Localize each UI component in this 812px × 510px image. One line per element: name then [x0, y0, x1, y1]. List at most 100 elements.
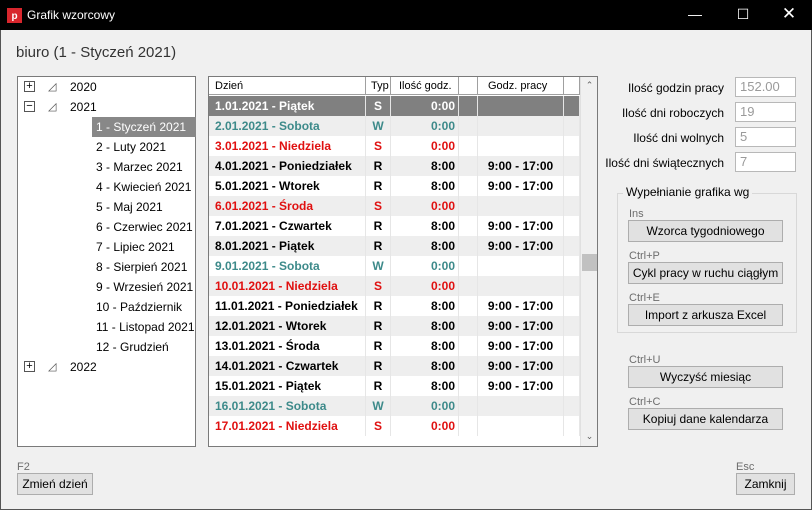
grid-cell-type: W [366, 256, 391, 276]
column-header-day[interactable]: Dzień [209, 77, 366, 95]
grid-scrollbar[interactable]: ⌃ ⌄ [580, 77, 597, 446]
grid-cell-hours: 0:00 [391, 416, 459, 436]
grid-cell-day: 8.01.2021 - Piątek [209, 236, 366, 256]
tree-month-item[interactable]: 10 - Październik 2021 [96, 300, 183, 314]
grid-row[interactable]: 17.01.2021 - Niedziela S 0:00 [209, 416, 580, 436]
grid-cell-blank [459, 156, 478, 176]
grid-cell-hours: 8:00 [391, 356, 459, 376]
tree-month-item[interactable]: 7 - Lipiec 2021 [96, 240, 175, 254]
grid-row[interactable]: 8.01.2021 - Piątek R 8:00 9:00 - 17:00 [209, 236, 580, 256]
tree-month-item[interactable]: 4 - Kwiecień 2021 [96, 180, 192, 194]
weekly-pattern-button[interactable]: Wzorca tygodniowego [628, 220, 783, 242]
grid-cell-day: 14.01.2021 - Czwartek [209, 356, 366, 376]
tree-year-label: 2022 [70, 360, 97, 374]
grid-cell-blank [564, 116, 580, 136]
close-button[interactable]: Zamknij [736, 473, 795, 495]
grid-cell-hours: 8:00 [391, 336, 459, 356]
column-header-blank [459, 77, 478, 95]
grid-cell-type: R [366, 176, 391, 196]
grid-cell-blank [459, 196, 478, 216]
collapse-icon[interactable]: − [24, 101, 35, 112]
grid-cell-hours: 8:00 [391, 176, 459, 196]
column-header-work-hours[interactable]: Godz. pracy [478, 77, 564, 95]
workdays-label: Ilość dni roboczych [621, 106, 724, 120]
grid-cell-work-hours: 9:00 - 17:00 [478, 296, 564, 316]
grid-cell-blank [459, 116, 478, 136]
grid-cell-hours: 0:00 [391, 136, 459, 156]
grid-cell-blank [564, 376, 580, 396]
tree-month-item[interactable]: 12 - Grudzień 2021 [96, 340, 169, 354]
holidays-field: 7 [735, 152, 796, 172]
copy-shortcut: Ctrl+C [629, 396, 661, 408]
tree-month-item[interactable]: 9 - Wrzesień 2021 [96, 280, 194, 294]
tree-year-2021[interactable]: − ◿ 2021 [18, 97, 195, 117]
clear-month-button[interactable]: Wyczyść miesiąc [628, 366, 783, 388]
grid-cell-work-hours [478, 276, 564, 296]
grid-cell-hours: 8:00 [391, 156, 459, 176]
grid-cell-hours: 0:00 [391, 116, 459, 136]
grid-row[interactable]: 4.01.2021 - Poniedziałek R 8:00 9:00 - 17:0… [209, 156, 580, 176]
grid-cell-day: 12.01.2021 - Wtorek [209, 316, 366, 336]
grid-cell-blank [564, 256, 580, 276]
grid-row[interactable]: 6.01.2021 - Środa S 0:00 [209, 196, 580, 216]
tree-month-item[interactable]: 5 - Maj 2021 [96, 200, 163, 214]
grid-cell-blank [564, 416, 580, 436]
minimize-button[interactable]: — [688, 6, 702, 22]
grid-row[interactable]: 2.01.2021 - Sobota W 0:00 [209, 116, 580, 136]
triangle-icon: ◿ [48, 101, 57, 113]
tree-month-item[interactable]: 8 - Sierpień 2021 [96, 260, 188, 274]
grid-cell-blank [564, 396, 580, 416]
grid-cell-hours: 0:00 [391, 396, 459, 416]
grid-cell-type: R [366, 336, 391, 356]
expand-icon[interactable]: + [24, 81, 35, 92]
maximize-button[interactable]: ☐ [736, 6, 750, 22]
tree-month-item[interactable]: 3 - Marzec 2021 [96, 160, 183, 174]
page-title: biuro (1 - Styczeń 2021) [16, 44, 177, 61]
grid-cell-day: 15.01.2021 - Piątek [209, 376, 366, 396]
expand-icon[interactable]: + [24, 361, 35, 372]
grid-row[interactable]: 1.01.2021 - Piątek S 0:00 [209, 96, 580, 116]
excel-import-button[interactable]: Import z arkusza Excel [628, 304, 783, 326]
grid-row[interactable]: 5.01.2021 - Wtorek R 8:00 9:00 - 17:00 [209, 176, 580, 196]
grid-cell-work-hours [478, 136, 564, 156]
scroll-thumb[interactable] [582, 254, 597, 271]
copy-calendar-button[interactable]: Kopiuj dane kalendarza [628, 408, 783, 430]
column-header-hours[interactable]: Ilość godz. [391, 77, 459, 95]
grid-row[interactable]: 13.01.2021 - Środa R 8:00 9:00 - 17:00 [209, 336, 580, 356]
change-day-button[interactable]: Zmień dzień [17, 473, 93, 495]
scroll-up-icon[interactable]: ⌃ [585, 80, 594, 90]
tree-year-2020[interactable]: + ◿ 2020 [18, 77, 195, 97]
grid-row[interactable]: 16.01.2021 - Sobota W 0:00 [209, 396, 580, 416]
grid-cell-type: S [366, 276, 391, 296]
continuous-cycle-button[interactable]: Cykl pracy w ruchu ciągłym [628, 262, 783, 284]
tree-year-2022[interactable]: + ◿ 2022 [18, 357, 195, 377]
tree-month-item[interactable]: 11 - Listopad 2021 [96, 320, 195, 334]
grid-cell-hours: 8:00 [391, 216, 459, 236]
grid-cell-work-hours [478, 256, 564, 276]
grid-row[interactable]: 15.01.2021 - Piątek R 8:00 9:00 - 17:00 [209, 376, 580, 396]
grid-row[interactable]: 7.01.2021 - Czwartek R 8:00 9:00 - 17:00 [209, 216, 580, 236]
column-header-type[interactable]: Typ [366, 77, 391, 95]
grid-cell-day: 13.01.2021 - Środa [209, 336, 366, 356]
tree-month-item[interactable]: 2 - Luty 2021 [96, 140, 167, 154]
grid-cell-day: 5.01.2021 - Wtorek [209, 176, 366, 196]
grid-cell-work-hours [478, 116, 564, 136]
close-window-button[interactable]: ✕ [781, 4, 797, 23]
grid-cell-day: 7.01.2021 - Czwartek [209, 216, 366, 236]
grid-cell-type: W [366, 116, 391, 136]
grid-row[interactable]: 14.01.2021 - Czwartek R 8:00 9:00 - 17:00 [209, 356, 580, 376]
tree-month-item[interactable]: 1 - Styczeń 2021 [92, 117, 196, 137]
grid-cell-blank [564, 356, 580, 376]
grid-cell-blank [564, 156, 580, 176]
grid-cell-work-hours: 9:00 - 17:00 [478, 236, 564, 256]
grid-cell-blank [564, 236, 580, 256]
grid-row[interactable]: 3.01.2021 - Niedziela S 0:00 [209, 136, 580, 156]
grid-row[interactable]: 9.01.2021 - Sobota W 0:00 [209, 256, 580, 276]
grid-cell-work-hours [478, 96, 564, 116]
scroll-down-icon[interactable]: ⌄ [585, 431, 594, 441]
grid-cell-blank [564, 276, 580, 296]
tree-month-item[interactable]: 6 - Czerwiec 2021 [96, 220, 193, 234]
grid-row[interactable]: 10.01.2021 - Niedziela S 0:00 [209, 276, 580, 296]
grid-row[interactable]: 11.01.2021 - Poniedziałek R 8:00 9:00 - 17:… [209, 296, 580, 316]
grid-row[interactable]: 12.01.2021 - Wtorek R 8:00 9:00 - 17:00 [209, 316, 580, 336]
